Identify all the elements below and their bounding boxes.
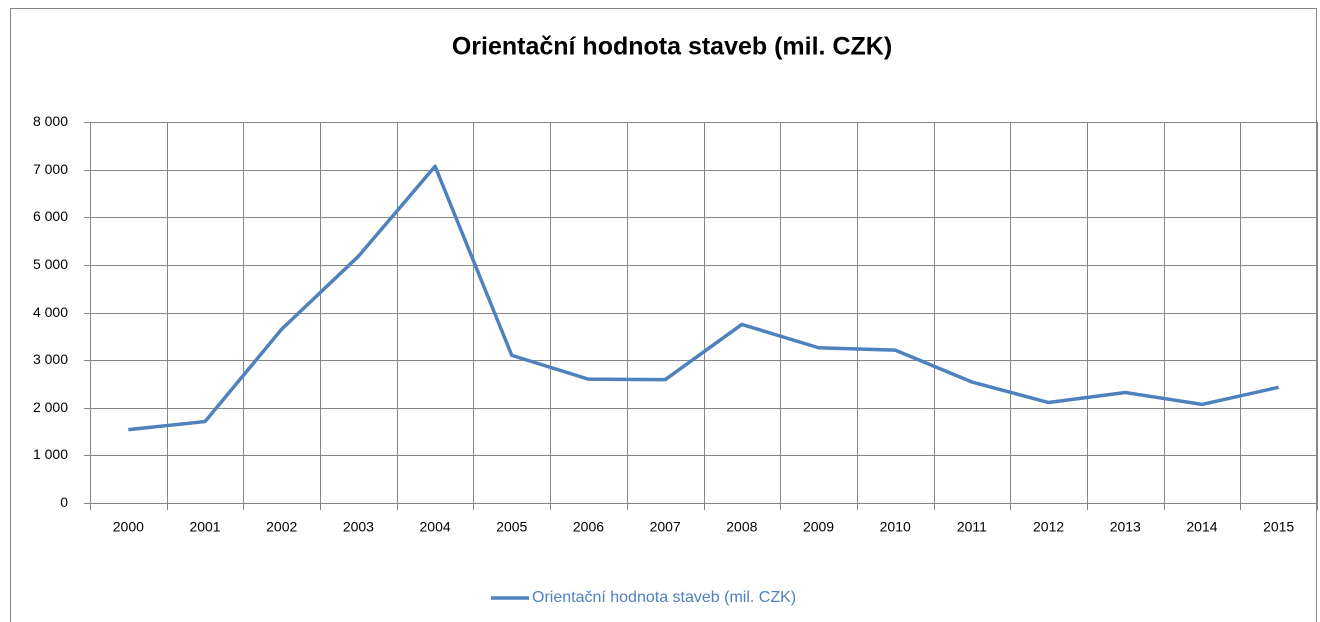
x-tick-label: 2013 (1110, 519, 1141, 535)
legend-label: Orientační hodnota staveb (mil. CZK) (532, 589, 796, 606)
x-tick-label: 2012 (1033, 519, 1064, 535)
x-tick-label: 2007 (650, 519, 681, 535)
x-tick-label: 2008 (726, 519, 757, 535)
chart-frame (10, 8, 1317, 622)
x-tick-label: 2014 (1186, 519, 1217, 535)
y-tick-label: 4 000 (33, 304, 68, 320)
chart-title: Orientační hodnota staveb (mil. CZK) (452, 33, 892, 61)
y-tick-label: 7 000 (33, 161, 68, 177)
y-tick-label: 2 000 (33, 399, 68, 415)
y-tick-label: 8 000 (33, 113, 68, 129)
x-tick-label: 2003 (343, 519, 374, 535)
x-tick-label: 2002 (266, 519, 297, 535)
x-tick-label: 2015 (1263, 519, 1294, 535)
x-tick-label: 2004 (420, 519, 451, 535)
data-line (128, 164, 1280, 432)
x-tick-label: 2006 (573, 519, 604, 535)
x-tick-label: 2011 (957, 519, 987, 535)
x-tick-label: 2001 (189, 519, 220, 535)
y-tick-label: 1 000 (33, 446, 68, 462)
x-tick-label: 2009 (803, 519, 834, 535)
x-tick-label: 2005 (496, 519, 527, 535)
y-tick-label: 6 000 (33, 208, 68, 224)
x-tick-label: 2010 (880, 519, 911, 535)
y-tick-label: 3 000 (33, 351, 68, 367)
x-tick-label: 2000 (113, 519, 144, 535)
y-tick-label: 0 (60, 494, 68, 510)
y-tick-label: 5 000 (33, 256, 68, 272)
